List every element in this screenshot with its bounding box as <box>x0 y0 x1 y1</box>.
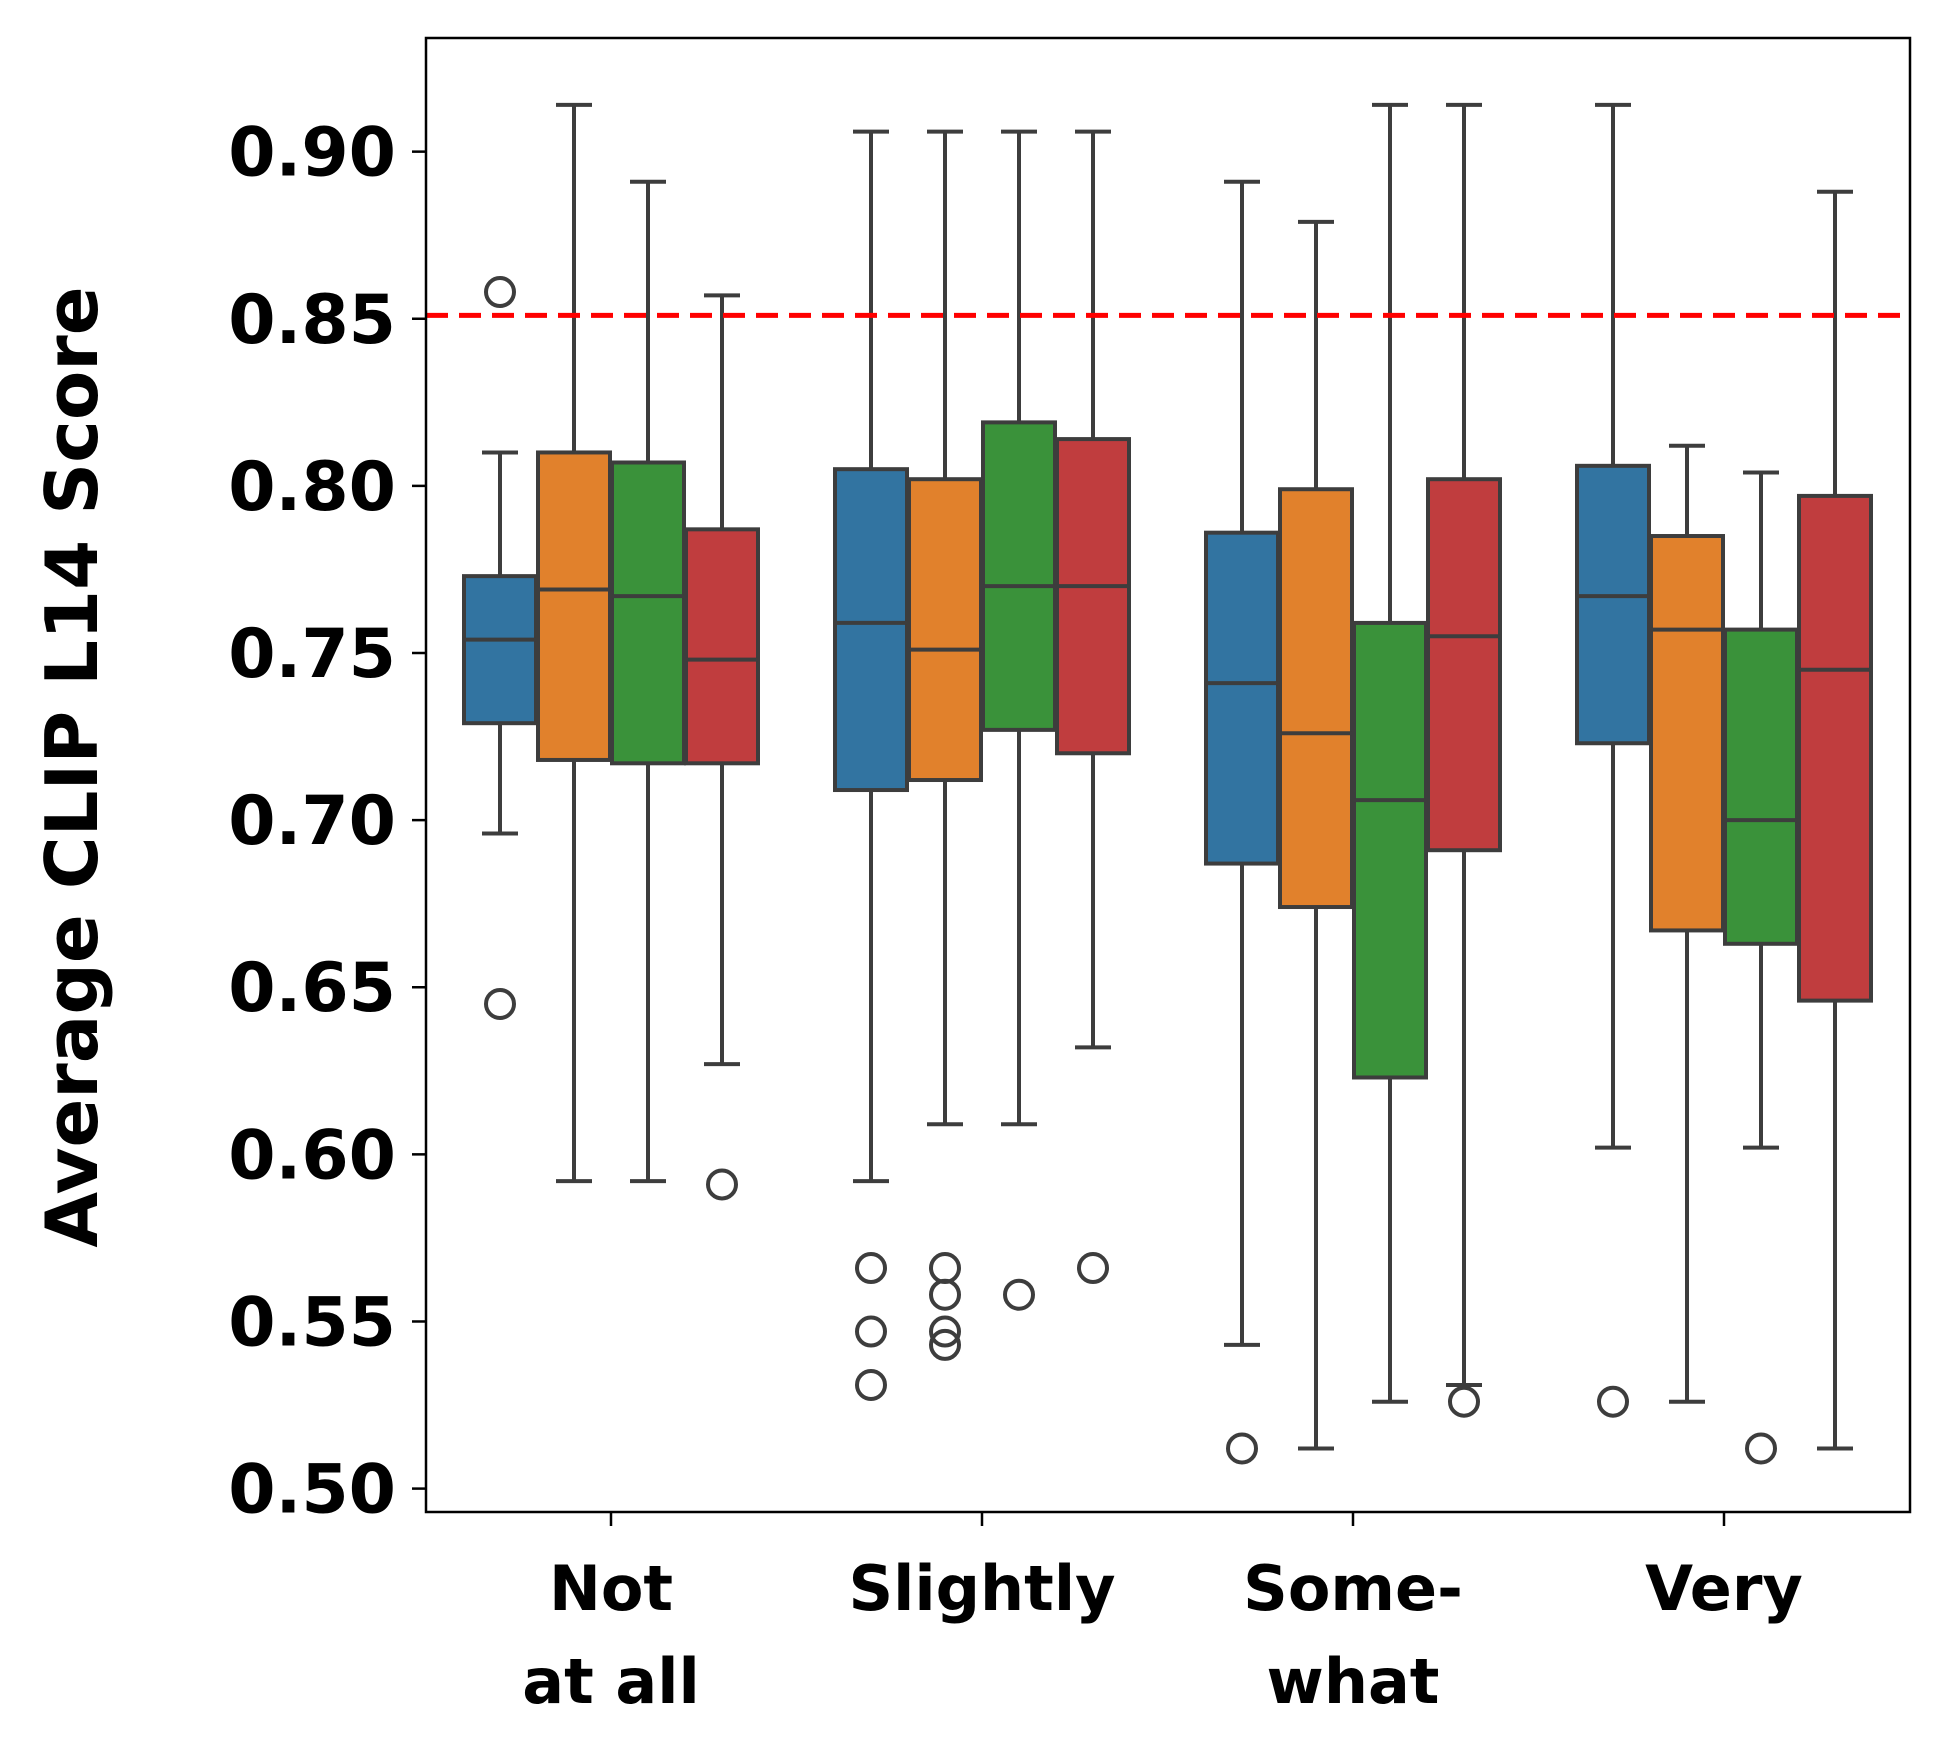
iqr-box <box>1055 437 1131 756</box>
box-4-3 <box>1723 470 1799 1465</box>
iqr-box <box>1797 493 1873 1003</box>
iqr-box <box>907 477 983 783</box>
y-tick-label: 0.70 <box>228 782 396 861</box>
outlier-point <box>1077 1252 1109 1285</box>
box-2-1 <box>833 129 909 1401</box>
outlier-point <box>1226 1432 1258 1465</box>
iqr-box <box>981 420 1057 732</box>
plot-area <box>426 102 1910 1465</box>
box-3-4 <box>1426 102 1502 1418</box>
iqr-box <box>1352 620 1428 1080</box>
box-2-2 <box>907 129 983 1361</box>
y-tick-label: 0.60 <box>228 1116 396 1195</box>
outlier-point <box>1448 1385 1480 1418</box>
iqr-box <box>1204 530 1280 866</box>
iqr-box <box>833 467 909 793</box>
y-tick-label: 0.85 <box>228 281 396 360</box>
outlier-point <box>484 276 516 309</box>
iqr-box <box>1278 487 1354 910</box>
y-tick-label: 0.65 <box>228 949 396 1028</box>
outlier-point <box>929 1328 961 1361</box>
x-tick-label-line2: what <box>1267 1645 1440 1718</box>
outlier-point <box>929 1315 961 1348</box>
outlier-point <box>855 1252 887 1285</box>
x-tick-label: Some- <box>1243 1552 1463 1625</box>
y-tick-label: 0.75 <box>228 615 396 694</box>
y-tick-label: 0.80 <box>228 448 396 527</box>
outlier-point <box>855 1315 887 1348</box>
iqr-box <box>1723 627 1799 946</box>
iqr-box <box>536 450 612 762</box>
iqr-box <box>610 460 686 766</box>
iqr-box <box>1426 477 1502 853</box>
x-tick-label: Very <box>1645 1552 1803 1625</box>
box-4-1 <box>1575 102 1651 1418</box>
box-2-3 <box>981 129 1057 1311</box>
y-axis-title: Average CLIP L14 Score <box>30 286 114 1247</box>
outlier-point <box>1745 1432 1777 1465</box>
outlier-point <box>1003 1278 1035 1311</box>
box-3-1 <box>1204 179 1280 1465</box>
iqr-box <box>1575 463 1651 746</box>
y-tick-label: 0.50 <box>228 1451 396 1530</box>
box-2-4 <box>1055 129 1131 1285</box>
outlier-point <box>1597 1385 1629 1418</box>
outlier-point <box>855 1368 887 1401</box>
iqr-box <box>1649 534 1725 933</box>
x-tick-label-line2: at all <box>522 1645 699 1718</box>
box-4-4 <box>1797 189 1873 1451</box>
x-tick-label: Slightly <box>849 1552 1116 1625</box>
box-1-4 <box>684 293 760 1201</box>
outlier-point <box>929 1278 961 1311</box>
iqr-box <box>684 527 760 766</box>
iqr-box <box>462 574 538 726</box>
y-tick-label: 0.55 <box>228 1283 396 1362</box>
box-4-2 <box>1649 443 1725 1404</box>
box-1-3 <box>610 179 686 1184</box>
outlier-point <box>484 987 516 1020</box>
box-1-2 <box>536 102 612 1184</box>
axes: 0.50 0.55 0.60 0.65 0.70 0.75 0.80 0.85 0.90 Not a… <box>228 36 1912 1718</box>
y-tick-label: 0.90 <box>228 114 396 193</box>
outlier-point <box>706 1168 738 1201</box>
plot-frame <box>424 36 1912 1514</box>
x-tick-label: Not <box>549 1552 673 1625</box>
box-1-1 <box>462 276 538 1020</box>
